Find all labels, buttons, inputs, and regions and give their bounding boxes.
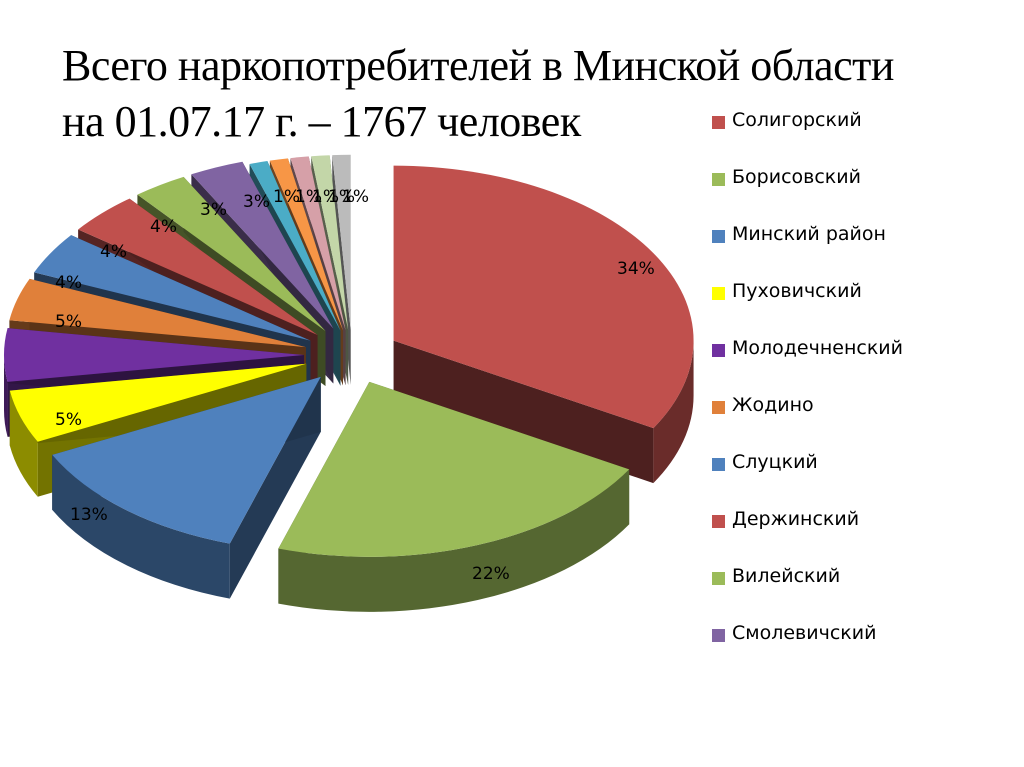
legend-label: Молодечненский [732, 337, 903, 359]
legend-swatch-icon [712, 116, 725, 129]
data-label: 1% [273, 187, 300, 207]
legend-swatch-icon [712, 173, 725, 186]
legend-item: Минский район [712, 223, 903, 280]
data-label: 22% [472, 564, 510, 584]
data-label: 1% [295, 187, 322, 207]
data-label: 4% [150, 217, 177, 237]
data-label: 34% [617, 259, 655, 279]
legend-item: Смолевичский [712, 622, 903, 679]
legend-label: Жодино [732, 394, 814, 416]
legend-swatch-icon [712, 401, 725, 414]
data-label: 3% [243, 192, 270, 212]
legend-label: Пуховичский [732, 280, 862, 302]
legend-item: Солигорский [712, 109, 903, 166]
legend-label: Держинский [732, 508, 860, 530]
legend-swatch-icon [712, 230, 725, 243]
pie-slice [52, 376, 321, 599]
legend-item: Борисовский [712, 166, 903, 223]
legend-label: Смолевичский [732, 622, 877, 644]
legend-label: Борисовский [732, 166, 861, 188]
data-label: 1% [312, 187, 339, 207]
legend-item: Слуцкий [712, 451, 903, 508]
legend-label: Слуцкий [732, 451, 818, 473]
data-label: 5% [55, 312, 82, 332]
legend-swatch-icon [712, 515, 725, 528]
data-label: 4% [55, 273, 82, 293]
legend-label: Минский район [732, 223, 886, 245]
data-label: 1% [328, 187, 355, 207]
legend-swatch-icon [712, 629, 725, 642]
data-label: 4% [100, 242, 127, 262]
chart-legend: Солигорский Борисовский Минский район Пухов… [712, 109, 903, 679]
title-line-1: Всего наркопотребителей в Минской област… [62, 41, 894, 90]
data-label: 5% [55, 410, 82, 430]
legend-item: Вилейский [712, 565, 903, 622]
legend-item: Молодечненский [712, 337, 903, 394]
legend-label: Вилейский [732, 565, 841, 587]
data-label: 1% [342, 187, 369, 207]
data-label: 13% [70, 505, 108, 525]
title-line-2: на 01.07.17 г. – 1767 человек [62, 97, 581, 146]
slide-title: Всего наркопотребителей в Минской област… [62, 38, 962, 150]
legend-swatch-icon [712, 458, 725, 471]
legend-item: Жодино [712, 394, 903, 451]
pie-slice [393, 165, 694, 484]
legend-item: Держинский [712, 508, 903, 565]
legend-swatch-icon [712, 344, 725, 357]
data-label: 3% [200, 200, 227, 220]
legend-swatch-icon [712, 287, 725, 300]
legend-label: Солигорский [732, 109, 862, 131]
legend-item: Пуховичский [712, 280, 903, 337]
legend-swatch-icon [712, 572, 725, 585]
pie-slice [278, 381, 630, 612]
